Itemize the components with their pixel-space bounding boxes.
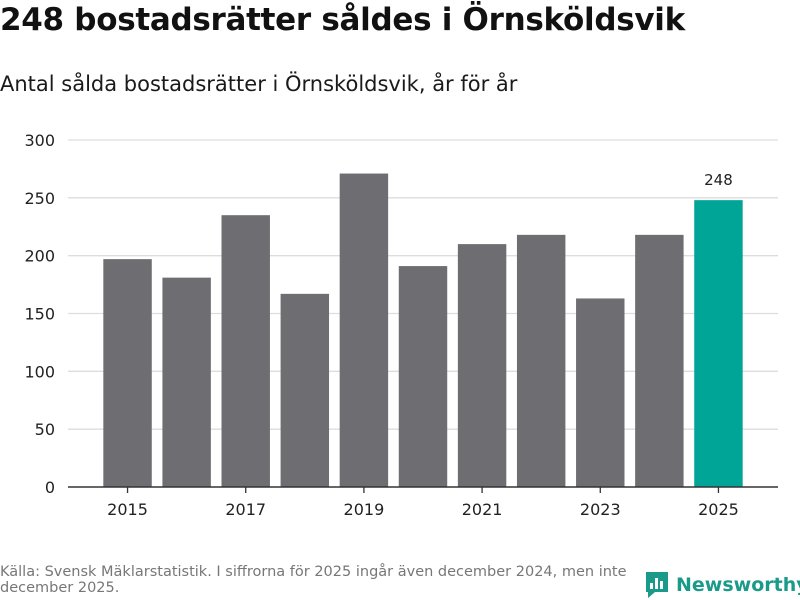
x-tick-label: 2015 — [107, 500, 148, 519]
bar-2024 — [635, 234, 684, 487]
y-tick-label: 200 — [24, 247, 55, 266]
bar-2020 — [398, 266, 448, 487]
newsworthy-logo: Newsworthy — [644, 570, 800, 600]
chart-subtitle: Antal sålda bostadsrätter i Örnsköldsvik… — [0, 72, 518, 96]
y-tick-label: 100 — [24, 362, 55, 381]
bar-2023 — [576, 298, 625, 487]
chart-title: 248 bostadsrätter såldes i Örnsköldsvik — [0, 2, 685, 38]
y-tick-label: 150 — [24, 305, 55, 324]
newsworthy-logo-icon — [646, 572, 668, 598]
x-tick-label: 2025 — [698, 500, 739, 519]
x-tick-label: 2017 — [225, 500, 266, 519]
x-tick-label: 2019 — [344, 500, 385, 519]
bar-2019 — [339, 173, 389, 488]
y-tick-label: 250 — [24, 189, 55, 208]
bar-chart: 0 50 100 150 200 250 300 2015 2017 2019 2021 2023 20… — [24, 131, 778, 519]
x-tick-label: 2021 — [462, 500, 503, 519]
x-tick-label: 2023 — [580, 500, 621, 519]
y-tick-label: 300 — [24, 131, 55, 150]
bar-2018 — [280, 293, 330, 487]
bar-2025 — [694, 200, 743, 487]
bar-2015 — [103, 259, 152, 487]
y-tick-label: 50 — [35, 420, 55, 439]
bar-2022 — [516, 234, 566, 487]
bar-2016 — [162, 277, 211, 487]
source-note: Källa: Svensk Mäklarstatistik. I siffror… — [0, 564, 627, 596]
bar-2021 — [457, 244, 507, 487]
bar-2017 — [221, 215, 270, 487]
y-tick-label: 0 — [45, 478, 55, 497]
data-label-2025: 248 — [704, 171, 733, 189]
newsworthy-logo-text: Newsworthy — [676, 574, 800, 596]
